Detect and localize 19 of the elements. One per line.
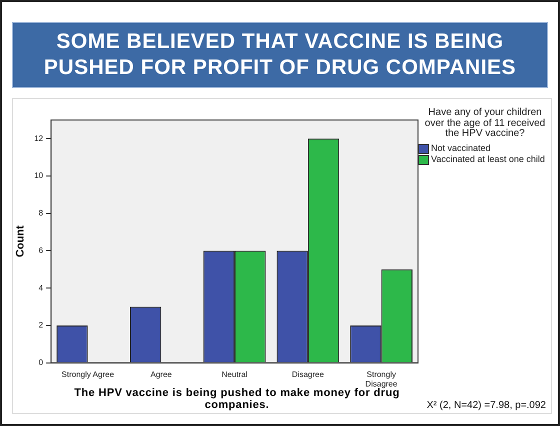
y-tick-label: 4: [38, 283, 44, 292]
x-tick-label: Neutral: [222, 370, 248, 379]
x-tick-label: Strongly Disagree: [365, 370, 398, 388]
legend-label: Vaccinated at least one child: [431, 154, 545, 164]
chart-title: SOME BELIEVED THAT VACCINE IS BEING PUSHED FOR PROFIT OF DRUG COMPANIES: [12, 22, 548, 88]
y-tick-label: 12: [34, 134, 44, 143]
x-tick-label: Strongly Agree: [62, 370, 115, 379]
legend-title: Have any of your children over the age of 11 received the HPV vaccine?: [424, 107, 546, 140]
text: X² (2, N=42) =7.98, p=.092: [426, 400, 546, 411]
x-tick-label: Agree: [150, 370, 172, 379]
y-tick-label: 6: [38, 246, 44, 255]
y-tick-label: 0: [38, 358, 44, 368]
x-axis-title: The HPV vaccine is being pushed to make money for drug companies.: [73, 387, 401, 412]
y-axis-title: Count: [14, 225, 27, 258]
y-tick-label: 8: [38, 208, 44, 218]
x-tick-label: Disagree: [292, 370, 324, 379]
y-tick-label: 10: [34, 171, 44, 180]
legend-label: Not vaccinated: [431, 142, 491, 152]
y-tick-label: 2: [38, 320, 44, 330]
